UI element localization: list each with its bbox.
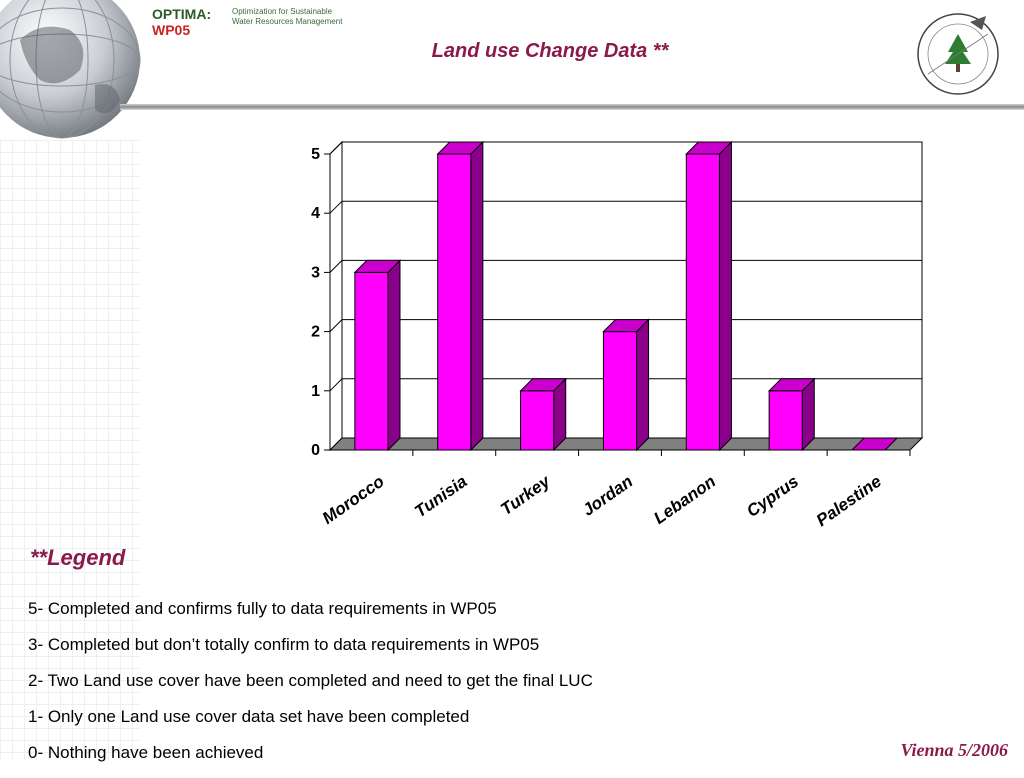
y-tick-label: 5 xyxy=(311,146,320,163)
bar xyxy=(437,153,472,451)
x-tick-label: Tunisia xyxy=(411,472,470,522)
legend-title: **Legend xyxy=(30,545,126,570)
brand-block: OPTIMA: WP05 Optimization for Sustainabl… xyxy=(152,6,342,38)
bar-chart: 0 1 2 3 4 5 Morocco Tunisia Turkey Jordan Lebanon C… xyxy=(311,140,924,530)
globe-icon xyxy=(0,0,141,139)
legend-item: 3- Completed but don’t totally confirm t… xyxy=(28,635,540,654)
bar-top xyxy=(685,141,733,155)
y-tick-label: 3 xyxy=(311,264,320,281)
national-center-remote-sensing-seal xyxy=(917,13,999,95)
x-tick-label: Palestine xyxy=(813,472,885,530)
bar xyxy=(685,153,720,451)
x-tick-label: Jordan xyxy=(579,472,636,520)
legend-item: 5- Completed and confirms fully to data … xyxy=(28,599,497,618)
bar-top xyxy=(602,319,650,333)
bar xyxy=(768,390,803,451)
x-tick-label: Morocco xyxy=(319,472,388,528)
x-tick-label: Lebanon xyxy=(650,472,719,528)
bar-top xyxy=(850,437,899,451)
y-tick-label: 1 xyxy=(311,383,320,400)
brand-name: OPTIMA: xyxy=(152,6,212,22)
bar-top xyxy=(767,378,816,392)
y-tick-label: 2 xyxy=(311,324,320,341)
footer-date: Vienna 5/2006 xyxy=(900,740,1008,760)
background-grid-pattern xyxy=(0,140,140,760)
legend-list: 5- Completed and confirms fully to data … xyxy=(28,598,593,778)
x-tick-label: Turkey xyxy=(497,471,555,519)
legend-item: 1- Only one Land use cover data set have… xyxy=(28,707,470,726)
y-tick-label: 0 xyxy=(311,442,320,459)
bar-top xyxy=(353,259,402,273)
brand-subtitle-line2: Water Resources Management xyxy=(232,17,343,26)
bar xyxy=(602,331,638,451)
y-tick-label: 4 xyxy=(311,205,320,222)
bar-side xyxy=(718,140,732,452)
plot-side-wall xyxy=(329,140,343,452)
legend-item: 0- Nothing have been achieved xyxy=(28,743,264,762)
page-title: Land use Change Data ** xyxy=(431,40,669,62)
bar xyxy=(520,390,555,451)
bar-side xyxy=(387,259,401,452)
header-divider xyxy=(120,104,1024,110)
bar-side xyxy=(636,318,650,452)
bar-top xyxy=(519,378,567,392)
legend-item: 2- Two Land use cover have been complete… xyxy=(28,671,593,690)
bar xyxy=(354,271,389,451)
bar-top xyxy=(436,141,485,155)
brand-wp: WP05 xyxy=(152,22,191,38)
bar-side xyxy=(470,140,484,452)
x-tick-label: Cyprus xyxy=(743,472,802,521)
brand-subtitle-line1: Optimization for Sustainable xyxy=(232,7,333,16)
